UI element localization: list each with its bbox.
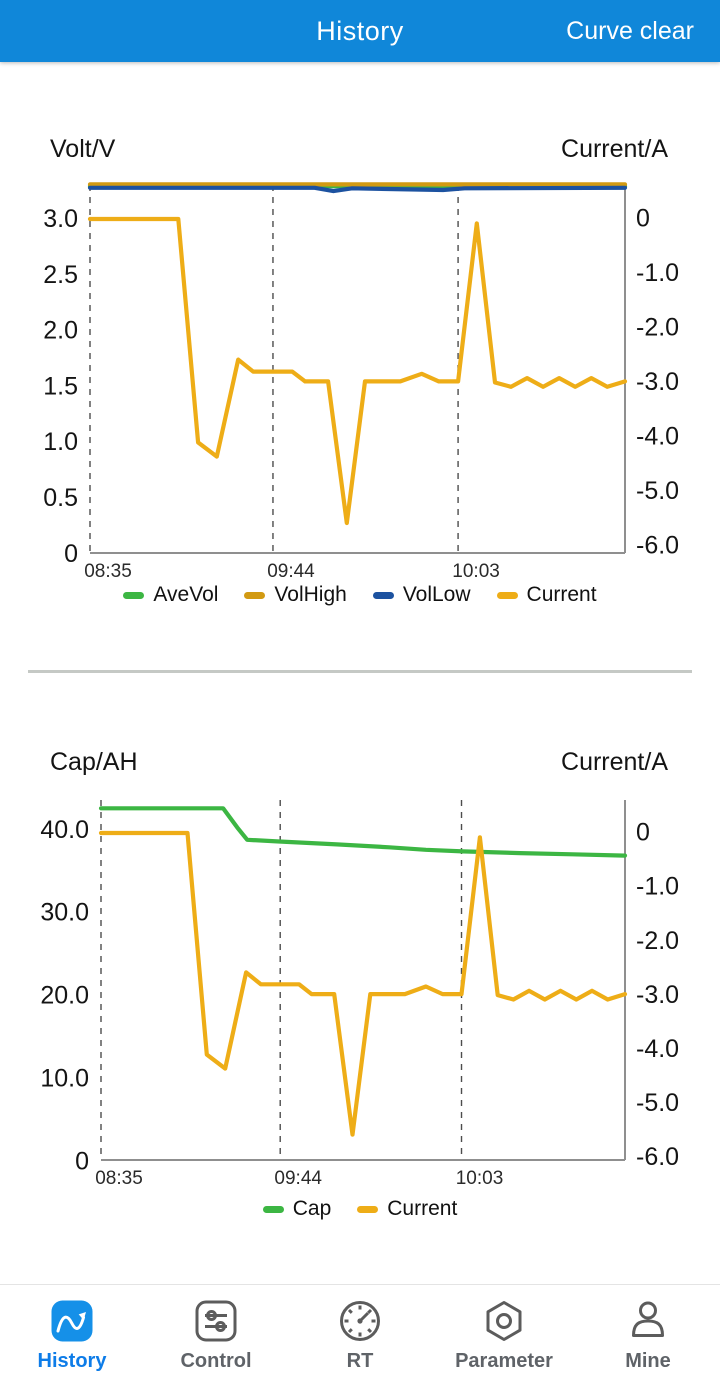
page-title: History xyxy=(316,16,404,46)
right-axis-tick-label: -4.0 xyxy=(636,1035,679,1063)
left-axis-tick-label: 1.0 xyxy=(43,428,78,456)
right-axis-tick-label: -3.0 xyxy=(636,981,679,1009)
right-axis-tick-label: -3.0 xyxy=(636,368,679,396)
section-divider xyxy=(28,670,692,673)
legend-label: Current xyxy=(387,1197,458,1220)
right-axis-tick-label: -2.0 xyxy=(636,927,679,955)
left-axis-tick-label: 10.0 xyxy=(40,1065,89,1093)
person-icon xyxy=(632,1301,664,1337)
nav-label-control: Control xyxy=(180,1350,252,1372)
legend-marker-avevol xyxy=(123,591,145,599)
left-axis-tick-label: 40.0 xyxy=(40,816,89,844)
series-line-current xyxy=(98,830,628,1137)
left-axis-tick-label: 30.0 xyxy=(40,899,89,927)
legend-item-cap[interactable]: Cap xyxy=(262,1197,332,1221)
left-axis-tick-label: 1.5 xyxy=(43,372,78,400)
right-axis-tick-label: -1.0 xyxy=(636,259,679,287)
legend-marker-vollow xyxy=(372,591,394,599)
right-axis-tick-label: 0 xyxy=(636,819,650,847)
nav-item-history[interactable]: History xyxy=(0,1285,144,1397)
legend-item-current[interactable]: Current xyxy=(357,1197,457,1221)
legend-marker-volhigh xyxy=(244,591,266,599)
legend-marker-current xyxy=(357,1205,379,1213)
nav-label-parameter: Parameter xyxy=(455,1350,553,1372)
x-axis-tick-label: 08:35 xyxy=(95,1168,143,1189)
gauge-icon xyxy=(340,1301,380,1341)
right-axis-title: Current/A xyxy=(561,135,668,163)
legend-item-avevol[interactable]: AveVol xyxy=(123,583,218,607)
x-axis-tick-label: 10:03 xyxy=(452,561,500,582)
series-line-vollow xyxy=(87,185,628,194)
left-axis-title: Cap/AH xyxy=(50,748,138,776)
right-axis-tick-label: -6.0 xyxy=(636,1143,679,1171)
legend-label: AveVol xyxy=(153,583,219,606)
legend-marker-cap xyxy=(262,1205,284,1213)
capacity-current-chart[interactable]: Cap/AH Current/A 08:35 09:44 10:03 40.0 30.0 20… xyxy=(0,715,720,1205)
nav-item-control[interactable]: Control xyxy=(144,1285,288,1397)
x-axis-tick-label: 09:44 xyxy=(274,1168,322,1189)
right-axis-tick-label: -5.0 xyxy=(636,477,679,505)
legend-item-vollow[interactable]: VolLow xyxy=(372,583,471,607)
series-line-cap xyxy=(98,806,628,858)
nav-item-mine[interactable]: Mine xyxy=(576,1285,720,1397)
legend-item-current[interactable]: Current xyxy=(496,583,597,607)
nav-label-mine: Mine xyxy=(625,1350,671,1372)
right-axis-title: Current/A xyxy=(561,748,668,776)
x-axis-tick-label: 10:03 xyxy=(456,1168,504,1189)
nav-item-parameter[interactable]: Parameter xyxy=(432,1285,576,1397)
nav-item-rt[interactable]: RT xyxy=(288,1285,432,1397)
right-axis-tick-label: -6.0 xyxy=(636,532,679,560)
left-axis-tick-label: 0 xyxy=(64,540,78,568)
legend-label: Current xyxy=(526,583,597,606)
left-axis-tick-label: 20.0 xyxy=(40,982,89,1010)
series-line-current xyxy=(87,216,628,526)
left-axis-tick-label: 2.0 xyxy=(43,317,78,345)
nav-label-rt: RT xyxy=(346,1350,374,1372)
capacity-chart-legend: Cap Current xyxy=(0,1196,720,1222)
volt-chart-legend: AveVol VolHigh VolLow Current xyxy=(0,582,720,608)
x-axis-tick-label: 09:44 xyxy=(267,561,315,582)
legend-marker-current xyxy=(496,591,518,599)
legend-label: Cap xyxy=(292,1197,332,1220)
left-axis-title: Volt/V xyxy=(50,135,116,163)
left-axis-tick-label: 3.0 xyxy=(43,205,78,233)
left-axis-tick-label: 2.5 xyxy=(43,261,78,289)
right-axis-tick-label: -2.0 xyxy=(636,314,679,342)
curve-clear-button[interactable]: Curve clear xyxy=(566,17,694,45)
left-axis-tick-label: 0.5 xyxy=(43,484,78,512)
right-axis-tick-label: -1.0 xyxy=(636,873,679,901)
left-axis-tick-label: 0 xyxy=(75,1148,89,1176)
app-header: History Curve clear xyxy=(0,0,720,62)
legend-label: VolHigh xyxy=(274,583,347,606)
bottom-navigation: History Control RT xyxy=(0,1284,720,1397)
history-chart-icon xyxy=(51,1300,93,1342)
nav-label-history: History xyxy=(37,1350,107,1372)
right-axis-tick-label: -4.0 xyxy=(636,423,679,451)
right-axis-tick-label: 0 xyxy=(636,205,650,233)
legend-label: VolLow xyxy=(402,583,471,606)
sliders-icon xyxy=(195,1300,237,1342)
gauge-ticks xyxy=(344,1305,376,1337)
legend-item-volhigh[interactable]: VolHigh xyxy=(244,583,347,607)
x-axis-tick-label: 08:35 xyxy=(84,561,132,582)
volt-current-chart[interactable]: Volt/V Current/A 08:35 09:44 10:03 3.0 2.5 2.0 1… xyxy=(0,100,720,600)
right-axis-tick-label: -5.0 xyxy=(636,1089,679,1117)
hex-nut-icon xyxy=(486,1301,522,1341)
